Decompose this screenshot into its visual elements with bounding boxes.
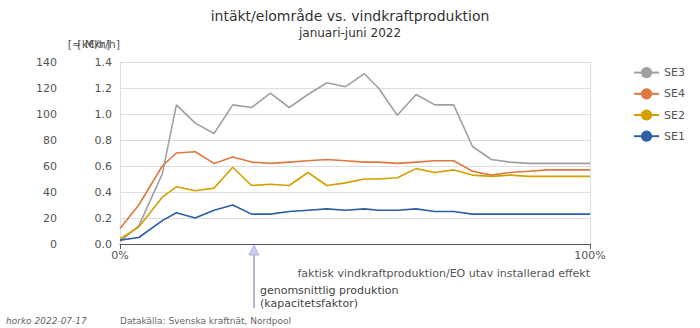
- svg-text:80: 80: [43, 134, 57, 147]
- svg-text:SE2: SE2: [664, 109, 685, 122]
- svg-text:0.6: 0.6: [95, 160, 113, 173]
- svg-text:0.0: 0.0: [95, 238, 113, 251]
- svg-text:0.4: 0.4: [95, 186, 113, 199]
- svg-text:1.4: 1.4: [95, 56, 113, 69]
- svg-text:0%: 0%: [111, 249, 128, 262]
- svg-text:1.0: 1.0: [95, 108, 113, 121]
- svg-text:[≈ Mkr/h]: [≈ Mkr/h]: [68, 38, 120, 51]
- svg-text:100%: 100%: [574, 249, 605, 262]
- svg-text:horko 2022-07-17: horko 2022-07-17: [6, 316, 87, 326]
- svg-text:1.2: 1.2: [95, 82, 113, 95]
- svg-text:Datakälla: Svenska kraftnät, N: Datakälla: Svenska kraftnät, Nordpool: [120, 316, 291, 326]
- svg-text:genomsnittlig produktion: genomsnittlig produktion: [260, 284, 399, 297]
- svg-text:januari-juni 2022: januari-juni 2022: [298, 26, 401, 40]
- svg-text:60: 60: [43, 160, 57, 173]
- svg-text:120: 120: [36, 82, 57, 95]
- svg-text:0: 0: [50, 238, 57, 251]
- svg-text:140: 140: [36, 56, 57, 69]
- svg-text:SE4: SE4: [664, 87, 685, 100]
- svg-text:SE1: SE1: [664, 130, 685, 143]
- svg-text:intäkt/elområde vs. vindkraftp: intäkt/elområde vs. vindkraftproduktion: [211, 8, 490, 24]
- svg-text:0.8: 0.8: [95, 134, 113, 147]
- svg-text:SE3: SE3: [664, 66, 685, 79]
- svg-text:100: 100: [36, 108, 57, 121]
- svg-text:20: 20: [43, 212, 57, 225]
- svg-text:(kapacitetsfaktor): (kapacitetsfaktor): [260, 297, 358, 310]
- svg-text:40: 40: [43, 186, 57, 199]
- svg-text:0.2: 0.2: [95, 212, 113, 225]
- svg-text:faktisk vindkraftproduktion/EO: faktisk vindkraftproduktion/EO utav inst…: [297, 267, 590, 280]
